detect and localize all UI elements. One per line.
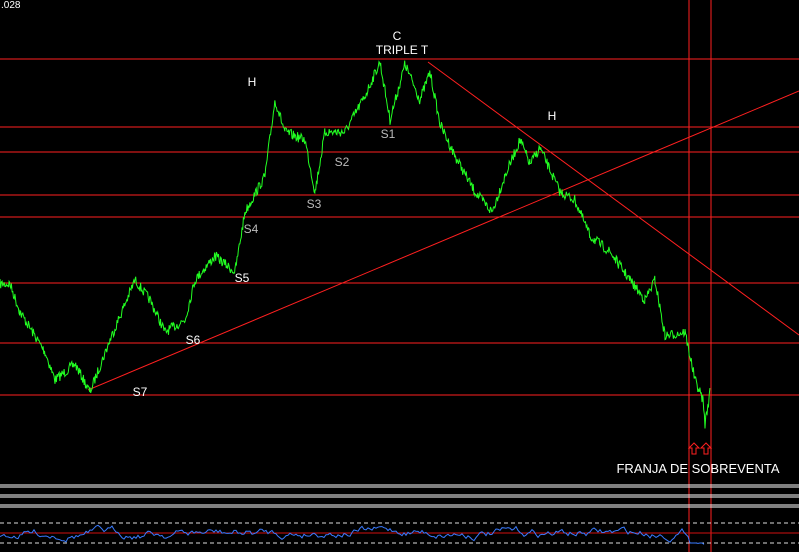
label-triple-t: TRIPLE T	[375, 43, 429, 57]
label-s4: S4	[243, 222, 259, 236]
label-s5: S5	[234, 271, 250, 285]
label-oversold-zone: FRANJA DE SOBREVENTA	[616, 461, 780, 476]
price-scale-label: .028	[1, 0, 21, 11]
label-c: C	[392, 29, 402, 43]
resistance-trendline	[427, 61, 799, 336]
label-h-right: H	[547, 109, 557, 123]
label-s2: S2	[334, 155, 350, 169]
oscillator-series	[0, 524, 705, 545]
label-h-left: H	[247, 75, 257, 89]
price-series	[0, 60, 711, 429]
up-arrow-icon-1	[687, 442, 701, 455]
up-arrow-icon-2	[699, 442, 713, 455]
support-trendline	[87, 90, 799, 391]
label-s3: S3	[306, 197, 322, 211]
label-s7: S7	[132, 385, 148, 399]
label-s6: S6	[185, 333, 201, 347]
label-s1: S1	[380, 127, 396, 141]
